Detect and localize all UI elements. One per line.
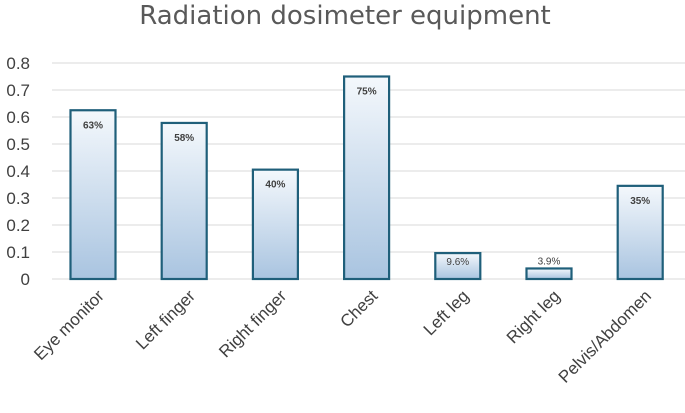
x-category-label: Right finger [215,286,290,361]
data-label: 9.6% [446,257,469,268]
data-label: 35% [630,196,650,207]
bar-right-leg [525,267,573,281]
bar-left-leg [434,251,482,281]
y-tick-label: 0.6 [6,108,30,127]
x-category-label: Pelvis/Abdomen [555,286,655,386]
data-label: 58% [174,133,194,144]
y-tick-label: 0.3 [6,189,30,208]
x-category-label: Left leg [420,286,473,339]
y-tick-label: 0.4 [6,162,30,181]
bar-right-finger [251,168,299,281]
x-category-label: Left finger [132,286,199,353]
bar-left-finger [160,121,208,281]
y-tick-label: 0.2 [6,216,30,235]
bar-chest [343,75,391,281]
data-label: 3.9% [538,256,561,267]
data-labels: 63% 58% 40% 75% 9.6% 3.9% 35% [83,87,650,269]
chart-title: Radiation dosimeter equipment [139,1,551,31]
bar-pelvis-abdomen [616,184,664,281]
bars [69,75,664,281]
y-tick-label: 0.1 [6,243,30,262]
x-axis-categories: Eye monitor Left finger Right finger Chest L… [30,286,655,387]
data-label: 75% [357,87,377,98]
y-tick-label: 0.5 [6,135,30,154]
data-label: 40% [265,180,285,191]
x-category-label: Right leg [503,286,564,347]
bar-eye-monitor [69,109,117,281]
y-tick-label: 0 [21,270,30,289]
data-label: 63% [83,120,103,131]
y-tick-label: 0.8 [6,54,30,73]
y-tick-label: 0.7 [6,81,30,100]
x-category-label: Chest [337,286,382,331]
x-category-label: Eye monitor [30,286,108,364]
y-axis-ticks: 0 0.1 0.2 0.3 0.4 0.5 0.6 0.7 0.8 [6,54,30,289]
